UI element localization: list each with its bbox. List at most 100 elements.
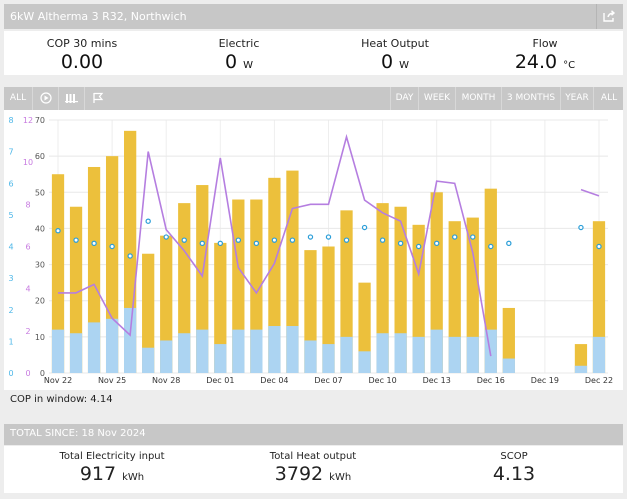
stat-label: Electric [218, 37, 260, 50]
y-tick-label-flow: 8 [8, 116, 13, 125]
bar-electric [87, 322, 101, 373]
share-icon [603, 10, 616, 22]
x-tick-label: Dec 16 [477, 376, 505, 385]
flow-point [578, 224, 584, 231]
bar-heat [87, 166, 101, 373]
app-title: 6kW Altherma 3 R32, Northwich [10, 10, 187, 23]
stat-label: COP 30 mins [46, 37, 118, 50]
bar-electric [412, 336, 425, 373]
flow-point [452, 234, 458, 240]
bar-electric [502, 358, 515, 373]
play-button[interactable] [33, 87, 59, 110]
bar-electric [340, 336, 353, 373]
range-week-button[interactable]: WEEK [418, 87, 455, 110]
total-value: 3792 kWh [274, 463, 352, 485]
y-tick-label-flow: 7 [8, 148, 13, 157]
y-tick-label-cop: 6 [25, 243, 30, 252]
bar-heat [160, 235, 173, 373]
flow-point [163, 234, 169, 240]
flow-point [506, 240, 512, 247]
total-label: SCOP [500, 451, 528, 462]
totals-header: TOTAL SINCE: 18 Nov 2024 [4, 424, 623, 445]
y-tick-label-cop: 4 [25, 285, 30, 294]
energy-chart[interactable]: 0 10 20 30 40 50 60 70 0 2 4 6 8 10 12 0 1 2 3 4 5 6 7 8 Nov 22 N… [4, 110, 623, 390]
bar-heat [394, 206, 407, 373]
y-tick-label-energy: 0 [40, 369, 45, 378]
x-tick-label: Dec 01 [206, 376, 234, 385]
play-icon [39, 92, 52, 104]
flow-point [109, 243, 115, 250]
bar-heat [466, 217, 479, 373]
y-tick-label-cop: 10 [23, 158, 33, 167]
flow-point [470, 234, 476, 240]
total-label: Total Heat output [269, 451, 357, 462]
stat-cop: COP 30 mins 0.00 [7, 31, 157, 73]
flow-point [361, 224, 368, 231]
bar-electric [394, 333, 407, 373]
flow-point [307, 234, 314, 240]
y-tick-label-energy: 20 [35, 297, 45, 306]
cop-window-text: COP in window: 4.14 [10, 394, 113, 405]
stat-unit: W [243, 60, 253, 71]
radiator-icon [65, 94, 78, 103]
bar-electric [196, 329, 209, 373]
x-tick-label: Nov 25 [98, 376, 126, 385]
stat-value: 24.0 °C [514, 51, 576, 73]
flag-button[interactable] [85, 87, 110, 110]
bar-electric [160, 340, 173, 373]
x-tick-label: Dec 04 [260, 376, 288, 385]
range-day-button[interactable]: DAY [390, 87, 418, 110]
bar-electric [232, 329, 245, 373]
share-button[interactable] [596, 4, 623, 29]
bar-heat [196, 185, 209, 373]
bar-electric [178, 333, 191, 373]
y-tick-label-energy: 10 [35, 333, 45, 342]
bar-electric [358, 351, 371, 373]
range-all-button[interactable]: ALL [593, 87, 624, 110]
bar-heat [51, 174, 65, 373]
flow-point [145, 218, 151, 224]
flow-point [73, 237, 79, 243]
bar-electric [448, 336, 461, 373]
bar-heat [376, 203, 389, 373]
range-month-button[interactable]: MONTH [455, 87, 501, 110]
flow-point [55, 227, 61, 234]
totals-title: TOTAL SINCE: 18 Nov 2024 [10, 428, 146, 439]
total-scop: SCOP 4.13 [414, 446, 614, 485]
bar-electric [592, 336, 606, 373]
stat-flow: Flow 24.0 °C [470, 31, 620, 73]
y-tick-label-cop: 8 [25, 200, 30, 209]
radiator-button[interactable] [59, 87, 85, 110]
totals-panel: Total Electricity input 917 kWh Total Hea… [4, 446, 623, 493]
y-tick-label-flow: 6 [8, 179, 13, 188]
bar-heat [322, 246, 335, 373]
bar-heat [430, 192, 443, 373]
flow-point [217, 240, 224, 247]
y-tick-label-flow: 3 [8, 274, 13, 283]
y-tick-label-energy: 30 [35, 261, 45, 270]
bar-electric [286, 326, 299, 373]
total-electricity: Total Electricity input 917 kWh [12, 446, 212, 485]
range-year-button[interactable]: YEAR [560, 87, 593, 110]
stat-unit: °C [563, 60, 576, 71]
flow-point [181, 237, 187, 243]
bar-heat [268, 177, 281, 373]
all-left-button[interactable]: ALL [4, 87, 33, 110]
cop-window-row: COP in window: 4.14 [4, 390, 623, 410]
total-label: Total Electricity input [59, 451, 165, 462]
flow-point [271, 237, 278, 243]
stat-unit: W [399, 60, 409, 71]
x-tick-label: Nov 28 [152, 376, 180, 385]
range-3months-button[interactable]: 3 MONTHS [501, 87, 560, 110]
bar-heat [448, 221, 461, 373]
bar-heat [178, 203, 191, 373]
flow-point [127, 253, 133, 259]
bar-heat [358, 282, 371, 373]
bar-heat [286, 170, 299, 373]
title-bar: 6kW Altherma 3 R32, Northwich [4, 4, 623, 29]
total-unit: kWh [122, 472, 145, 483]
y-tick-label-energy: 40 [35, 224, 45, 233]
bar-electric [51, 329, 65, 373]
